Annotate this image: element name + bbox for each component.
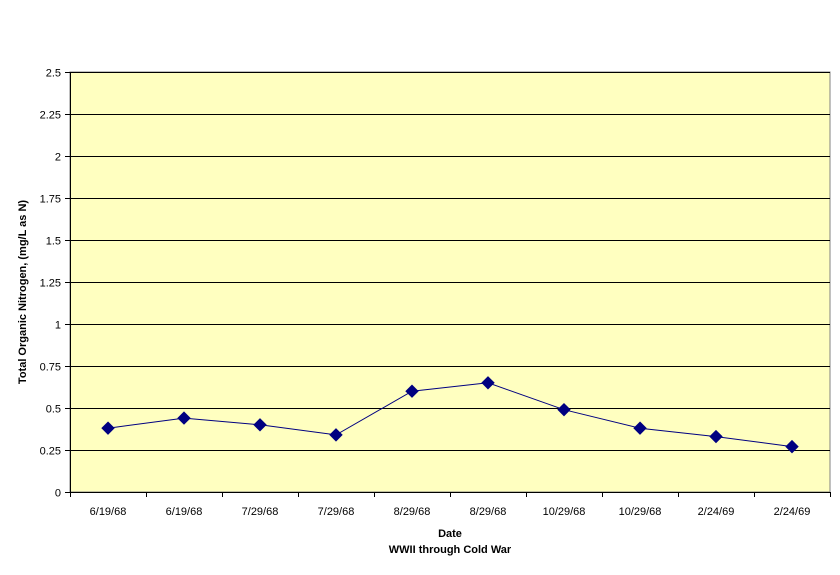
x-tick-label: 7/29/68 [318,506,355,518]
data-point-marker [481,376,495,390]
x-tick-label: 8/29/68 [394,506,431,518]
data-point-marker [329,428,343,442]
x-axis-title: Date [438,528,462,540]
data-point-marker [253,418,267,432]
gridlines [70,72,830,451]
y-tick-label: 1 [55,320,61,332]
y-tick-label: 2.5 [46,68,61,80]
series-group [101,376,799,454]
y-axis-title: Total Organic Nitrogen, (mg/L as N) [17,200,29,385]
y-tick-label: 2 [55,152,61,164]
y-tick-label: 0.5 [46,404,61,416]
y-tick-label: 2.25 [40,110,61,122]
data-point-marker [557,402,571,417]
y-axis-ticks: 0 0.25 0.5 0.75 1 1.25 1.5 1.75 2 2.25 2.5 [40,68,71,500]
data-point-marker [633,421,647,435]
series-line [107,382,793,448]
y-tick-label: 0.75 [40,362,61,374]
x-tick-label: 8/29/68 [470,506,507,518]
x-tick-label: 6/19/68 [166,506,203,518]
y-tick-label: 1.5 [46,236,61,248]
x-tick-label: 2/24/69 [698,506,735,518]
data-point-marker [785,439,799,454]
x-tick-label: 10/29/68 [543,506,586,518]
x-tick-label: 7/29/68 [242,506,279,518]
x-tick-label: 6/19/68 [90,506,127,518]
x-tick-label: 10/29/68 [619,506,662,518]
y-tick-label: 1.25 [40,278,61,290]
data-point-marker [177,411,191,425]
data-point-marker [101,421,115,435]
x-axis-subtitle: WWII through Cold War [389,544,512,556]
data-point-marker [709,429,723,444]
x-tick-label: 2/24/69 [774,506,811,518]
x-axis-ticks: 6/19/68 6/19/68 7/29/68 7/29/68 8/29/68 8/29/… [70,492,831,518]
y-tick-label: 1.75 [40,194,61,206]
y-tick-label: 0 [55,488,61,500]
y-tick-label: 0.25 [40,446,61,458]
data-point-marker [405,384,419,398]
